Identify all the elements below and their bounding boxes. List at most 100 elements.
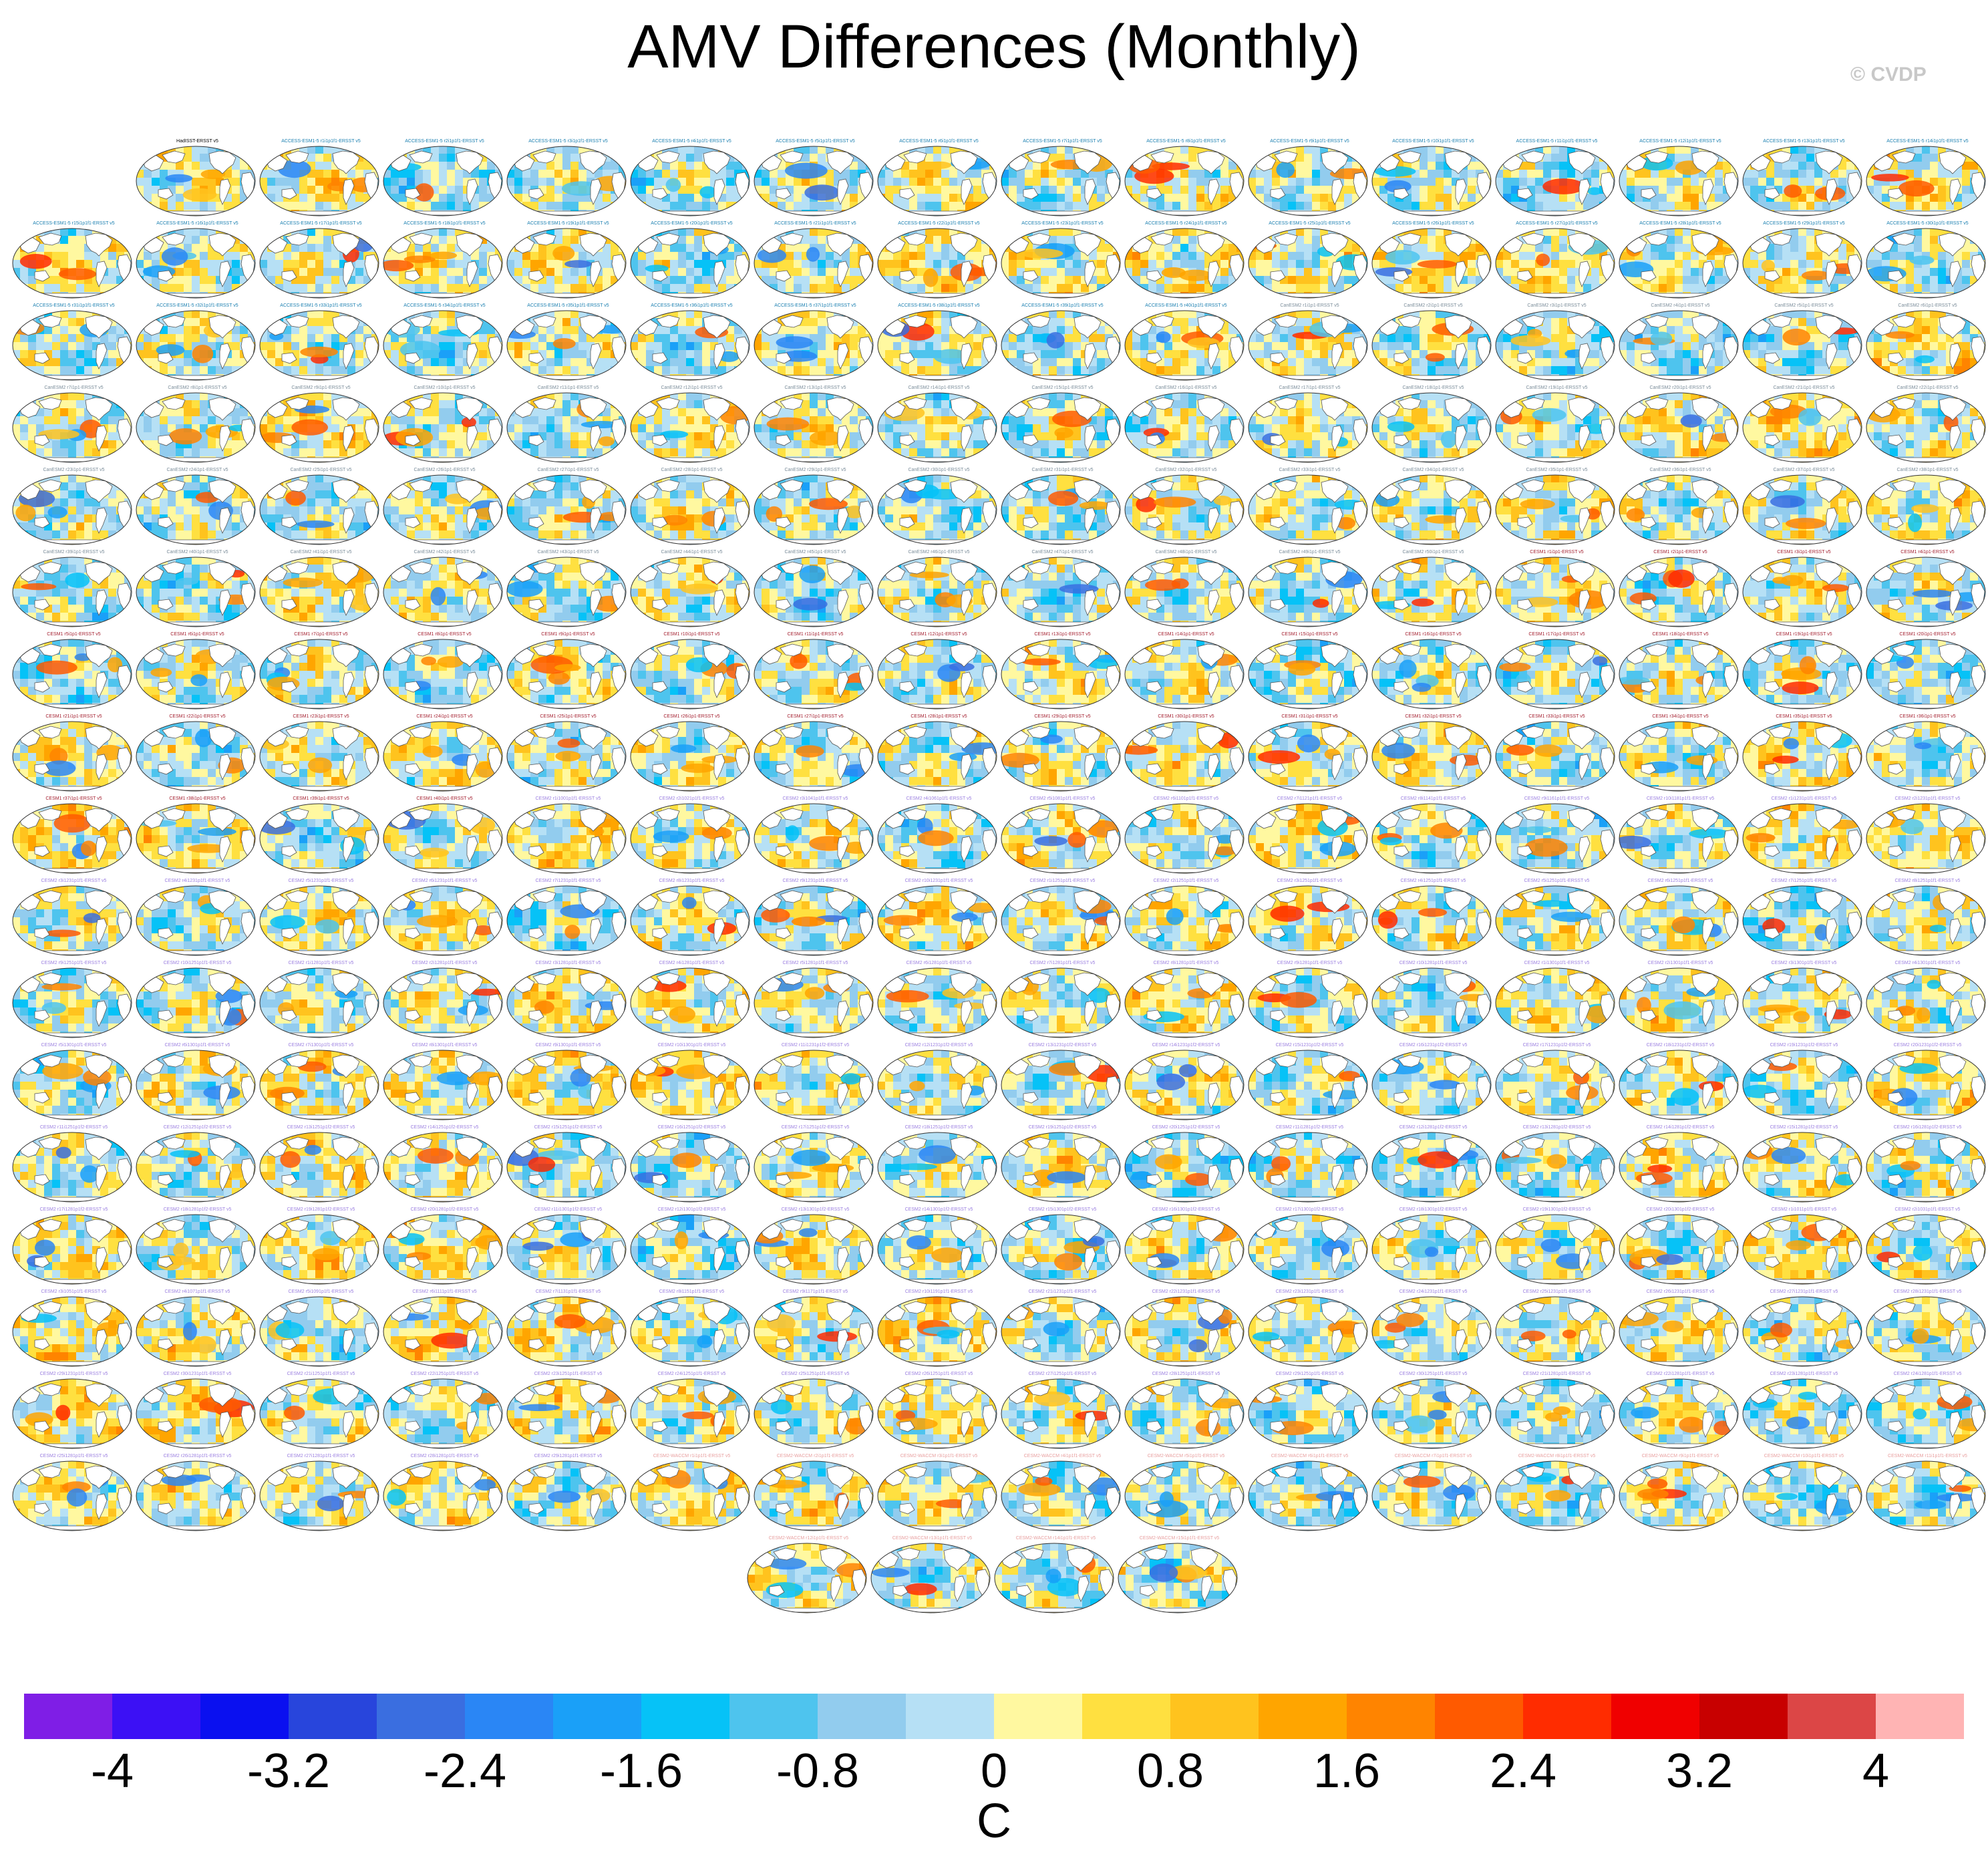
map-panel: ACCESS-ESM1-5 r4i1p1f1-ERSST v5 [630,138,754,218]
panel-title: ACCESS-ESM1-5 r22i1p1f1-ERSST v5 [877,220,1001,227]
panel-title: CanESM2 r40i1p1-ERSST v5 [136,549,259,556]
sst-difference-map [1619,885,1739,956]
panel-title: CESM2 r15i1231p1f2-ERSST v5 [1248,1042,1371,1049]
sst-difference-map [259,474,379,545]
map-panel: ACCESS-ESM1-5 r19i1p1f1-ERSST v5 [506,220,630,301]
panel-title: CESM2 r4i1061p1f1-ERSST v5 [877,796,1001,802]
sst-difference-map [506,392,627,463]
map-panel: CanESM2 r45i1p1-ERSST v5 [754,549,877,629]
sst-difference-map [383,146,503,216]
sst-difference-map [754,310,874,381]
panel-title: CESM2 r6i1101p1f1-ERSST v5 [1124,796,1248,802]
sst-difference-map [630,1378,750,1449]
sst-difference-map [1248,228,1368,299]
panel-title: CESM2 r8i1301p1f1-ERSST v5 [383,1042,506,1049]
sst-difference-map [136,1214,256,1285]
map-panel: CESM2 r30i1251p1f1-ERSST v5 [1371,1371,1495,1451]
panel-title: CESM2 r23i1251p1f1-ERSST v5 [506,1371,630,1378]
map-panel: ACCESS-ESM1-5 r10i1p1f1-ERSST v5 [1371,138,1495,218]
sst-difference-map [1001,1378,1121,1449]
map-panel: CESM2 r13i1251p1f2-ERSST v5 [259,1124,383,1205]
map-panel: CanESM2 r1i1p1-ERSST v5 [1248,303,1371,383]
map-panel: CESM1 r21i1p1-ERSST v5 [12,714,136,794]
sst-difference-map [1371,1132,1492,1203]
panel-title: CanESM2 r24i1p1-ERSST v5 [136,467,259,474]
sst-difference-map [1371,639,1492,710]
map-panel: CESM2 r5i1281p1f1-ERSST v5 [754,960,877,1040]
panel-title: CESM1 r24i1p1-ERSST v5 [383,714,506,720]
sst-difference-map [630,1460,750,1531]
map-panel: HadISST-ERSST v5 [136,138,259,218]
sst-difference-map [630,1132,750,1203]
panel-title: CanESM2 r20i1p1-ERSST v5 [1619,385,1742,392]
map-panel: CESM2 r27i1251p1f1-ERSST v5 [1001,1371,1124,1451]
panel-title: CanESM2 r32i1p1-ERSST v5 [1124,467,1248,474]
sst-difference-map [506,474,627,545]
panel-title: CESM1 r37i1p1-ERSST v5 [12,796,136,802]
sst-difference-map [383,1378,503,1449]
map-panel: CESM2 r13i1281p1f2-ERSST v5 [1495,1124,1619,1205]
map-panel: CESM2 r1i1281p1f1-ERSST v5 [259,960,383,1040]
map-panel: CESM2 r11i1231p1f2-ERSST v5 [754,1042,877,1122]
sst-difference-map [630,557,750,627]
sst-difference-map [877,1214,997,1285]
panel-title: CESM1 r26i1p1-ERSST v5 [630,714,754,720]
sst-difference-map [506,721,627,792]
panel-title: CESM1 r7i1p1-ERSST v5 [259,631,383,638]
panel-title: CESM2 r12i1301p1f2-ERSST v5 [630,1207,754,1213]
sst-difference-map [630,885,750,956]
panel-title: CESM2 r4i1301p1f1-ERSST v5 [1866,960,1988,967]
sst-difference-map [1619,1132,1739,1203]
panel-title: ACCESS-ESM1-5 r39i1p1f1-ERSST v5 [1001,303,1124,309]
map-panel: CESM2 r7i1121p1f1-ERSST v5 [1248,796,1371,876]
map-panel: CESM2 r19i1251p1f2-ERSST v5 [1001,1124,1124,1205]
colorbar-bin [1082,1694,1171,1739]
panel-title: ACCESS-ESM1-5 r5i1p1f1-ERSST v5 [754,138,877,145]
panel-title: CESM2 r2i1231p1f1-ERSST v5 [1866,796,1988,802]
map-panel: CanESM2 r12i1p1-ERSST v5 [630,385,754,465]
panel-title: CESM2 r18i1281p1f2-ERSST v5 [136,1207,259,1213]
panel-title: CESM2 r3i1301p1f1-ERSST v5 [1742,960,1866,967]
panel-title: ACCESS-ESM1-5 r4i1p1f1-ERSST v5 [630,138,754,145]
panel-title: CESM1 r12i1p1-ERSST v5 [877,631,1001,638]
map-panel: CESM1 r33i1p1-ERSST v5 [1495,714,1619,794]
panel-title: CESM2 r9i1281p1f1-ERSST v5 [1248,960,1371,967]
sst-difference-map [1371,1050,1492,1120]
sst-difference-map [259,885,379,956]
panel-title: CESM2 r4i1231p1f1-ERSST v5 [136,878,259,885]
map-panel: CanESM2 r41i1p1-ERSST v5 [259,549,383,629]
sst-difference-map [1248,1460,1368,1531]
sst-difference-map [1495,803,1615,874]
panel-title: CESM2-WACCM r5i1p1f1-ERSST v5 [1124,1453,1248,1460]
panel-title: CESM2 r7i1231p1f1-ERSST v5 [506,878,630,885]
colorbar-tick-label: 1.6 [1313,1744,1380,1799]
sst-difference-map [136,885,256,956]
sst-difference-map [1619,392,1739,463]
panel-title: CESM2 r8i1281p1f1-ERSST v5 [1124,960,1248,967]
sst-difference-map [1619,721,1739,792]
map-panel: CESM2 r12i1251p1f2-ERSST v5 [136,1124,259,1205]
panel-title: ACCESS-ESM1-5 r20i1p1f1-ERSST v5 [630,220,754,227]
panel-title: CESM2-WACCM r2i1p1f1-ERSST v5 [754,1453,877,1460]
sst-difference-map [1495,721,1615,792]
map-panel: CESM2 r9i1251p1f1-ERSST v5 [12,960,136,1040]
colorbar-bin [1347,1694,1436,1739]
map-panel: CESM1 r22i1p1-ERSST v5 [136,714,259,794]
panel-title: ACCESS-ESM1-5 r2i1p1f1-ERSST v5 [383,138,506,145]
panel-title: CESM1 r5i1p1-ERSST v5 [12,631,136,638]
panel-title: CESM2 r9i1301p1f1-ERSST v5 [506,1042,630,1049]
map-panel: CESM2 r13i1231p1f2-ERSST v5 [1001,1042,1124,1122]
map-panel: ACCESS-ESM1-5 r31i1p1f1-ERSST v5 [12,303,136,383]
sst-difference-map [877,885,997,956]
sst-difference-map [1124,1132,1245,1203]
colorbar-bin [377,1694,466,1739]
panel-title: ACCESS-ESM1-5 r9i1p1f1-ERSST v5 [1248,138,1371,145]
colorbar-tick-label: 2.4 [1490,1744,1556,1799]
panel-title: CanESM2 r36i1p1-ERSST v5 [1619,467,1742,474]
sst-difference-map [259,803,379,874]
panel-title: CESM2 r19i1251p1f2-ERSST v5 [1001,1124,1124,1131]
panel-title: CESM2 r15i1251p1f2-ERSST v5 [506,1124,630,1131]
sst-difference-map [754,228,874,299]
map-panel: CESM2 r14i1301p1f2-ERSST v5 [877,1207,1001,1287]
map-panel: CESM2 r10i1251p1f1-ERSST v5 [136,960,259,1040]
